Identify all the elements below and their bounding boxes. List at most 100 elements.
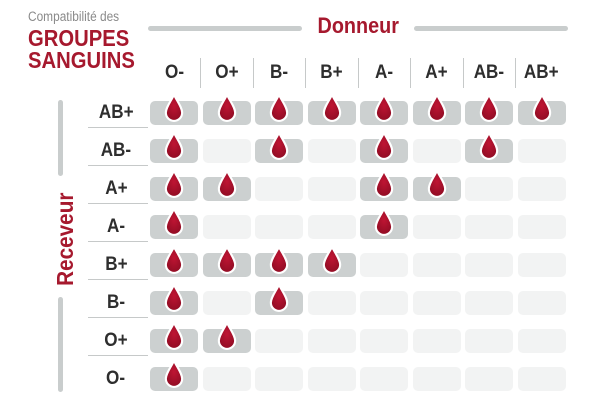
- row-header-aneg: A-: [84, 208, 148, 246]
- row-header-abpos: AB+: [84, 94, 148, 132]
- blood-drop-icon: [532, 93, 551, 122]
- cell-bneg-apos: [412, 291, 461, 315]
- cell-bneg-bneg: [255, 283, 304, 315]
- blood-drop-icon: [217, 245, 236, 274]
- cell-bneg-abneg: [465, 291, 514, 315]
- cell-apos-oneg: [150, 169, 199, 201]
- cell-abneg-abneg: [465, 131, 514, 163]
- row-header-label: A+: [104, 178, 128, 199]
- row-header-apos: A+: [84, 170, 148, 208]
- column-header-label: AB-: [474, 62, 505, 83]
- title-line2-text: SANGUINS: [28, 46, 135, 73]
- cell-aneg-bneg: [255, 215, 304, 239]
- title-line-sanguins: SANGUINS: [28, 46, 149, 73]
- cell-abpos-bpos: [307, 93, 356, 125]
- cell-apos-opos: [202, 169, 251, 201]
- cell-abpos-opos: [202, 93, 251, 125]
- column-header-apos: A+: [411, 52, 463, 94]
- title-line1-text: GROUPES: [28, 24, 130, 51]
- blood-drop-icon: [270, 93, 289, 122]
- blood-drop-icon: [165, 93, 184, 122]
- cell-abpos-abpos: [517, 93, 566, 125]
- column-header-label: B+: [320, 62, 343, 83]
- cell-oneg-oneg: [150, 359, 199, 391]
- donor-axis-line-left: [148, 26, 302, 31]
- column-header-label: B-: [270, 62, 289, 83]
- title-prefix-text: Compatibilité des: [28, 9, 120, 24]
- cell-apos-bneg: [255, 177, 304, 201]
- title-line-groupes: GROUPES: [28, 24, 149, 51]
- blood-drop-icon: [217, 321, 236, 350]
- blood-drop-icon: [427, 93, 446, 122]
- blood-drop-icon: [480, 131, 499, 160]
- cell-bneg-abpos: [517, 291, 566, 315]
- cell-oneg-abpos: [517, 367, 566, 391]
- cell-bpos-bneg: [255, 245, 304, 277]
- cell-oneg-bpos: [307, 367, 356, 391]
- cell-opos-abneg: [465, 329, 514, 353]
- column-header-label: O+: [215, 62, 239, 83]
- cell-opos-bneg: [255, 329, 304, 353]
- blood-drop-icon: [217, 93, 236, 122]
- blood-drop-icon: [375, 131, 394, 160]
- donor-axis-line-right: [414, 26, 568, 31]
- row-header-bpos: B+: [84, 246, 148, 284]
- blood-drop-icon: [375, 207, 394, 236]
- cell-aneg-bpos: [307, 215, 356, 239]
- cell-apos-aneg: [360, 169, 409, 201]
- cell-opos-bpos: [307, 329, 356, 353]
- compatibility-grid: O- O+ B- B+ A- A+ AB- AB+ AB+ AB- A+ A- B+ B- O+ O-: [84, 52, 568, 398]
- row-header-label: AB+: [98, 102, 134, 123]
- blood-drop-icon: [217, 169, 236, 198]
- blood-drop-icon: [427, 169, 446, 198]
- recipient-axis-label: Receveur: [52, 179, 78, 299]
- cell-oneg-opos: [202, 367, 251, 391]
- cell-apos-apos: [412, 169, 461, 201]
- column-header-opos: O+: [201, 52, 253, 94]
- column-header-label: O-: [164, 62, 184, 83]
- cell-bpos-apos: [412, 253, 461, 277]
- blood-drop-icon: [165, 359, 184, 388]
- blood-drop-icon: [165, 283, 184, 312]
- row-header-oneg: O-: [84, 360, 148, 398]
- cell-aneg-oneg: [150, 207, 199, 239]
- cell-apos-abneg: [465, 177, 514, 201]
- blood-drop-icon: [165, 245, 184, 274]
- cell-opos-aneg: [360, 329, 409, 353]
- cell-abneg-oneg: [150, 131, 199, 163]
- row-header-label: O+: [104, 330, 128, 351]
- cell-oneg-abneg: [465, 367, 514, 391]
- row-header-label: O-: [106, 368, 126, 389]
- cell-oneg-apos: [412, 367, 461, 391]
- row-header-label: B-: [106, 292, 126, 313]
- cell-aneg-aneg: [360, 207, 409, 239]
- cell-abpos-aneg: [360, 93, 409, 125]
- cell-abpos-apos: [412, 93, 461, 125]
- blood-drop-icon: [270, 245, 289, 274]
- row-header-abneg: AB-: [84, 132, 148, 170]
- cell-opos-opos: [202, 321, 251, 353]
- cell-bpos-bpos: [307, 245, 356, 277]
- column-header-label: A-: [375, 62, 394, 83]
- row-header-opos: O+: [84, 322, 148, 360]
- blood-drop-icon: [375, 169, 394, 198]
- cell-abpos-abneg: [465, 93, 514, 125]
- row-header-label: B+: [104, 254, 128, 275]
- column-header-aneg: A-: [358, 52, 411, 94]
- blood-drop-icon: [375, 93, 394, 122]
- cell-bpos-aneg: [360, 253, 409, 277]
- cell-abpos-oneg: [150, 93, 199, 125]
- cell-abneg-bpos: [307, 139, 356, 163]
- cell-bpos-opos: [202, 245, 251, 277]
- cell-opos-apos: [412, 329, 461, 353]
- cell-oneg-bneg: [255, 367, 304, 391]
- blood-drop-icon: [165, 321, 184, 350]
- cell-bpos-abpos: [517, 253, 566, 277]
- row-header-bneg: B-: [84, 284, 148, 322]
- cell-abneg-opos: [202, 139, 251, 163]
- cell-abneg-apos: [412, 139, 461, 163]
- donor-axis-label: Donneur: [302, 13, 414, 39]
- cell-abneg-aneg: [360, 131, 409, 163]
- column-header-bneg: B-: [253, 52, 306, 94]
